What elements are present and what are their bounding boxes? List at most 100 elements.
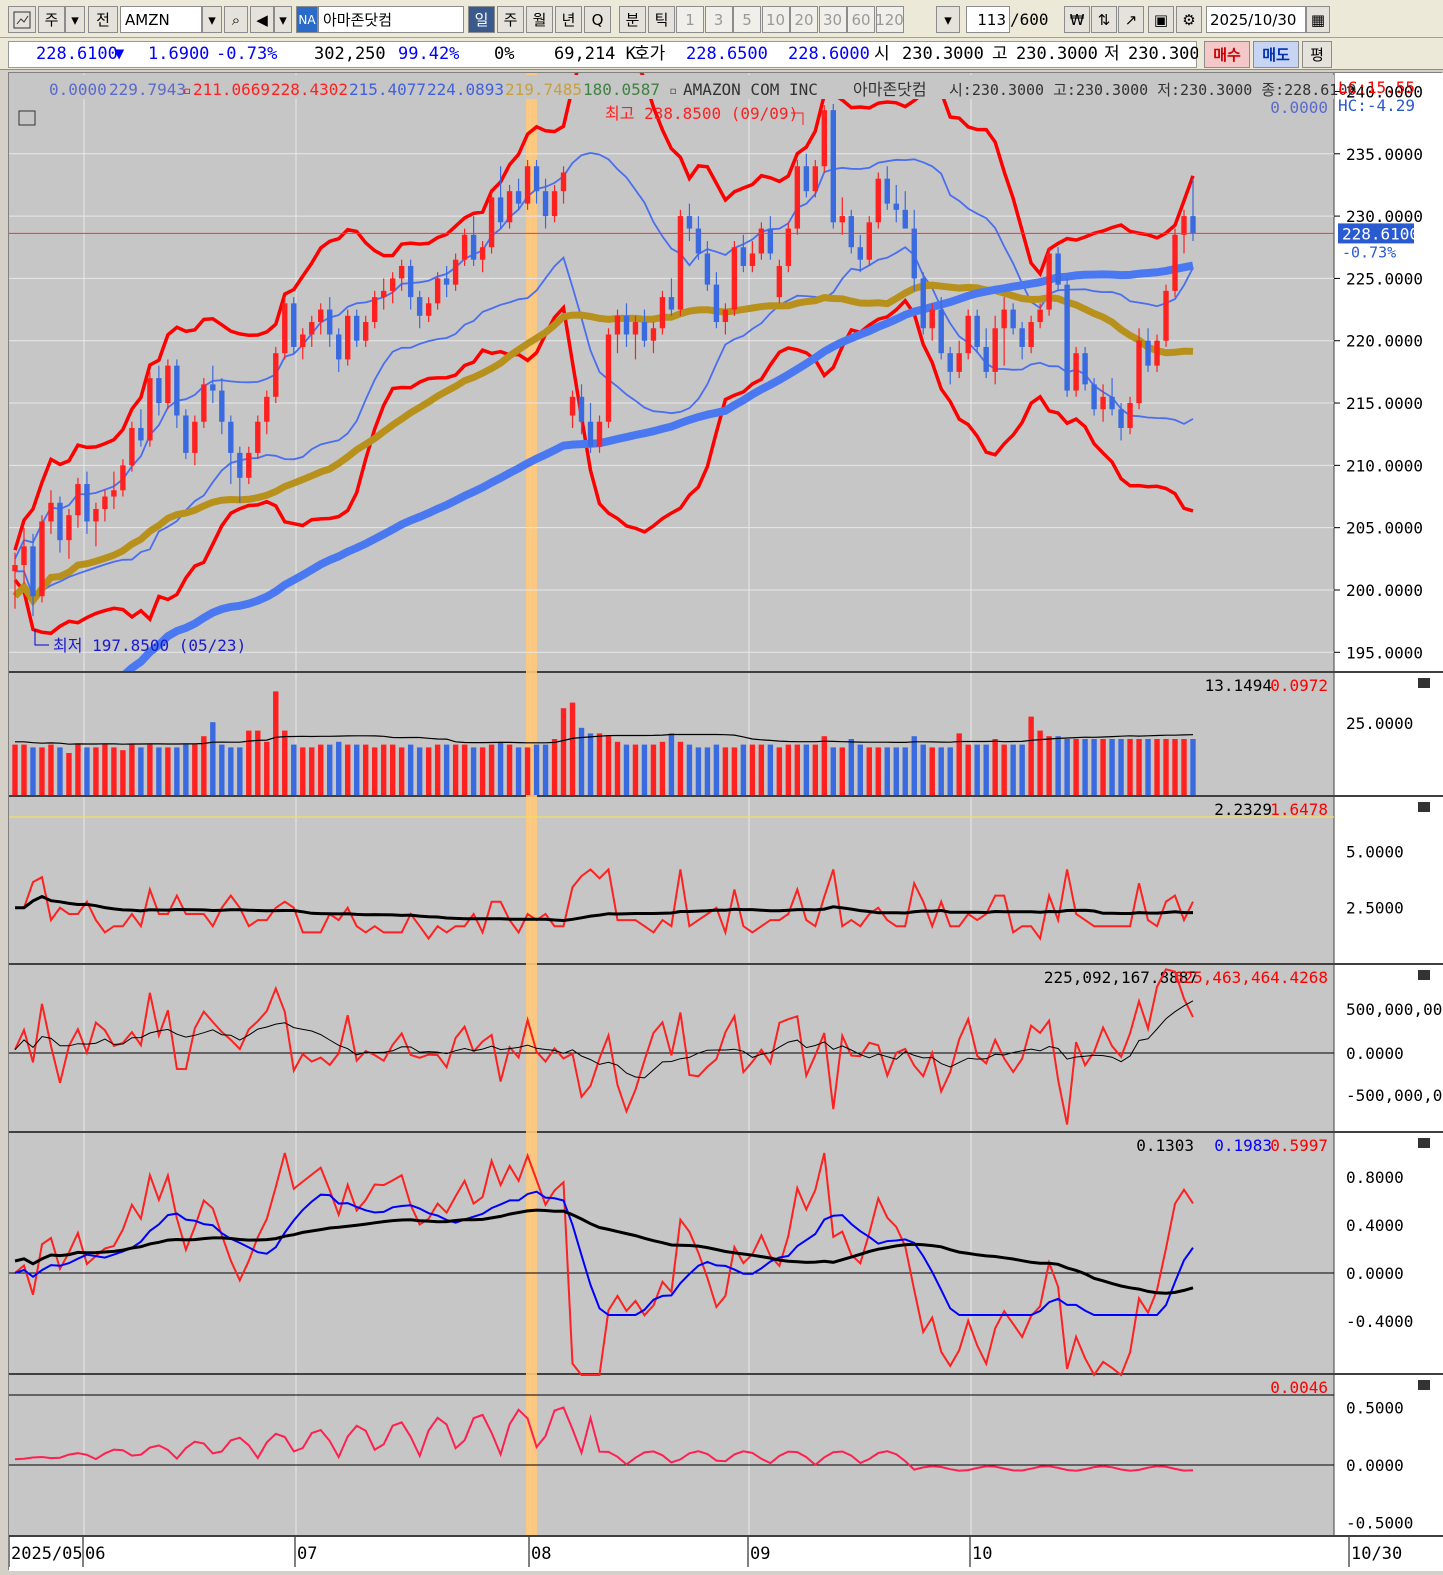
candle-body [533, 166, 540, 192]
date-input[interactable]: 2025/10/30 [1206, 6, 1306, 33]
volume-bar [147, 744, 153, 795]
volume-bar [758, 744, 765, 795]
candle-body [965, 315, 971, 354]
highlight-column [526, 73, 537, 1535]
interval-20[interactable]: 20 [790, 6, 818, 33]
tab-3[interactable]: 년 [555, 6, 582, 33]
trend-icon[interactable]: ↗ [1118, 6, 1144, 33]
price-tick-label: 230.0000 [1346, 207, 1423, 226]
trade-amount: 69,214 K [554, 44, 636, 64]
candle-body [138, 427, 144, 441]
buy-button[interactable]: 매수 [1204, 41, 1250, 68]
volume-bar [201, 736, 207, 795]
candle-body [722, 309, 729, 323]
count-input[interactable]: 113 [966, 6, 1010, 33]
osc-tick-2: 0.0000 [1346, 1264, 1404, 1283]
candle-body [300, 334, 306, 347]
tab-0[interactable]: 일 [468, 6, 495, 33]
volume-bar [965, 744, 971, 795]
volume-bar [1055, 736, 1061, 795]
volume-bar [12, 744, 18, 795]
period-button[interactable]: 주 [38, 6, 65, 33]
axis-bg-osc [1334, 1133, 1443, 1373]
volume-bar [111, 747, 117, 795]
calendar-icon[interactable]: ▦ [1306, 6, 1330, 33]
volume-bar [102, 744, 108, 795]
volume-bar [1163, 739, 1169, 795]
volume-bar [704, 747, 711, 795]
chart-menu-icon[interactable] [8, 6, 36, 33]
speaker-icon[interactable]: ◀ [250, 6, 274, 33]
volume-bar [66, 753, 72, 795]
volume-bar [461, 744, 468, 795]
volume-bar [336, 741, 342, 795]
volume-bar [605, 736, 612, 795]
candle-body [264, 396, 270, 422]
interval-3[interactable]: 3 [704, 6, 733, 33]
bollinger-upper [13, 73, 1195, 551]
volume-bar [839, 747, 845, 795]
interval-dropdown-icon[interactable]: ▾ [936, 6, 960, 33]
volume-bar [803, 744, 810, 795]
legend-value-2: 211.0669 [193, 80, 270, 99]
tab-6[interactable]: 틱 [648, 6, 675, 33]
interval-60[interactable]: 60 [847, 6, 875, 33]
ask-label: 호가 [634, 44, 666, 64]
volume-ma [15, 733, 1194, 745]
high-price: 230.3000 [1016, 44, 1098, 64]
interval-5[interactable]: 5 [733, 6, 761, 33]
volume-bar [21, 744, 27, 795]
volume-bar [857, 744, 863, 795]
tab-1[interactable]: 주 [497, 6, 524, 33]
candle-body [1154, 340, 1160, 366]
candle-body [30, 546, 36, 597]
atr-val1: 2.2329 [1214, 800, 1272, 819]
save-icon[interactable]: ▣ [1148, 6, 1174, 33]
candle-body [21, 546, 27, 566]
zero-percent: 0% [494, 44, 515, 64]
tab-4[interactable]: Q [584, 6, 611, 33]
volume-bar [515, 747, 522, 795]
candle-body [524, 166, 531, 204]
volume-bar [470, 747, 477, 795]
obv-tick-0: 500,000,00 [1346, 1000, 1442, 1019]
speaker-dropdown-icon[interactable]: ▾ [274, 6, 292, 33]
symbol-dropdown-icon[interactable]: ▾ [202, 6, 222, 33]
volume-bar [300, 747, 306, 795]
tab-5[interactable]: 분 [619, 6, 646, 33]
interval-30[interactable]: 30 [818, 6, 847, 33]
panel-bg-bot [9, 1375, 1334, 1535]
won-icon[interactable]: ₩ [1064, 6, 1090, 33]
tab-2[interactable]: 월 [526, 6, 553, 33]
interval-10[interactable]: 10 [761, 6, 790, 33]
volume-bar [192, 744, 198, 795]
volume-bar [1118, 739, 1124, 795]
symbol-input[interactable]: AMZN [120, 6, 202, 33]
volume-bar [875, 747, 881, 795]
compare-icon[interactable]: ⇅ [1091, 6, 1117, 33]
prev-button[interactable]: 전 [88, 6, 118, 33]
candle-body [273, 353, 279, 397]
chart-area[interactable]: 240.0000 235.0000 230.0000 225.0000 220.0000… [8, 72, 1443, 1571]
candle-body [371, 297, 378, 323]
price-tick-label: 195.0000 [1346, 643, 1423, 662]
interval-120[interactable]: 120 [875, 6, 904, 33]
price-tick-label: 200.0000 [1346, 581, 1423, 600]
volume-bar [138, 747, 144, 795]
sell-button[interactable]: 매도 [1253, 41, 1299, 68]
volume-bar [830, 747, 837, 795]
volume-bar [1037, 730, 1043, 795]
stock-name-field[interactable]: 아마존닷컴 [318, 6, 464, 33]
gear-icon[interactable]: ⚙ [1176, 6, 1202, 33]
price-tick-label: 205.0000 [1346, 519, 1423, 538]
legend-square: ▫ [669, 83, 677, 99]
candle-body [902, 209, 908, 229]
eval-button[interactable]: 평 [1302, 41, 1332, 68]
panel-bg-osc [9, 1133, 1334, 1373]
period-dropdown-icon[interactable]: ▾ [65, 6, 85, 33]
main-plot-group [12, 73, 1196, 671]
interval-1[interactable]: 1 [676, 6, 704, 33]
candle-body [1001, 309, 1007, 329]
search-icon[interactable]: ⌕ [224, 6, 248, 33]
volume-bar [363, 744, 369, 795]
